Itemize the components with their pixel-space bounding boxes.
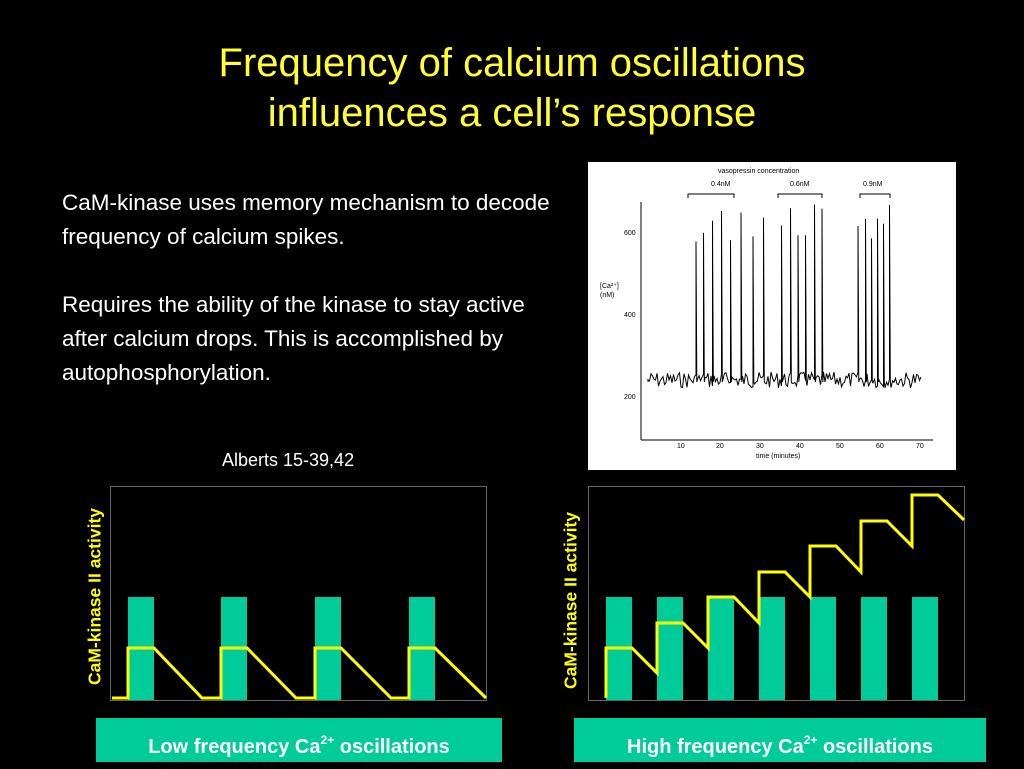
- title-line-2: influences a cell’s response: [267, 91, 757, 135]
- figure-xtick: 30: [756, 443, 764, 450]
- low-frequency-caption: Low frequency Ca2+ oscillations: [96, 718, 502, 762]
- figure-ytick: 200: [624, 394, 636, 401]
- calcium-pulse: [861, 597, 887, 700]
- kinase-activity-line: [604, 493, 966, 698]
- figure-xtick: 60: [876, 443, 884, 450]
- title-line-1: Frequency of calcium oscillations: [218, 41, 806, 85]
- figure-ylabel-2: (nM): [600, 292, 615, 299]
- figure-header: vasopressin concentration: [718, 168, 800, 175]
- right-yaxis-label: CaM-kinase II activity: [560, 511, 581, 690]
- calcium-pulse: [759, 597, 785, 700]
- concentration-brackets: [687, 193, 891, 198]
- caption-text: oscillations: [334, 736, 450, 758]
- figure-ytick: 400: [624, 312, 636, 319]
- calcium-pulse: [657, 597, 683, 700]
- concentration-label-1: 0.4nM: [711, 181, 731, 188]
- figure-ylabel-1: [Ca²⁺]: [600, 283, 619, 290]
- caption-superscript: 2+: [803, 733, 818, 747]
- calcium-trace-figure: vasopressin concentration 0.4nM 0.6nM 0.…: [588, 162, 956, 470]
- figure-xtick: 10: [677, 443, 685, 450]
- paragraph-1: CaM-kinase uses memory mechanism to deco…: [62, 190, 550, 249]
- caption-superscript: 2+: [320, 733, 335, 747]
- figure-xlabel: time (minutes): [756, 453, 801, 460]
- caption-text: Low frequency Ca: [148, 736, 321, 758]
- body-text: CaM-kinase uses memory mechanism to deco…: [62, 186, 572, 424]
- high-frequency-plot: [588, 486, 966, 701]
- figure-xtick: 20: [716, 443, 724, 450]
- paragraph-2: Requires the ability of the kinase to st…: [62, 292, 525, 385]
- calcium-pulse: [810, 597, 836, 700]
- kinase-activity-line: [112, 646, 488, 700]
- figure-xtick: 50: [836, 443, 844, 450]
- low-frequency-plot: [110, 486, 488, 701]
- left-yaxis-label: CaM-kinase II activity: [84, 507, 105, 686]
- figure-xtick: 70: [916, 443, 924, 450]
- slide-title: Frequency of calcium oscillations influe…: [0, 38, 1024, 138]
- concentration-label-3: 0.9nM: [863, 181, 883, 188]
- caption-text: High frequency Ca: [627, 736, 804, 758]
- high-frequency-caption: High frequency Ca2+ oscillations: [574, 718, 986, 762]
- citation: Alberts 15-39,42: [222, 450, 355, 470]
- calcium-pulse: [708, 597, 734, 700]
- figure-xtick: 40: [796, 443, 804, 450]
- calcium-pulse: [912, 597, 938, 700]
- figure-ytick: 600: [624, 230, 636, 237]
- calcium-trace-plot: [640, 193, 933, 441]
- caption-text: oscillations: [817, 736, 933, 758]
- concentration-label-2: 0.6nM: [790, 181, 810, 188]
